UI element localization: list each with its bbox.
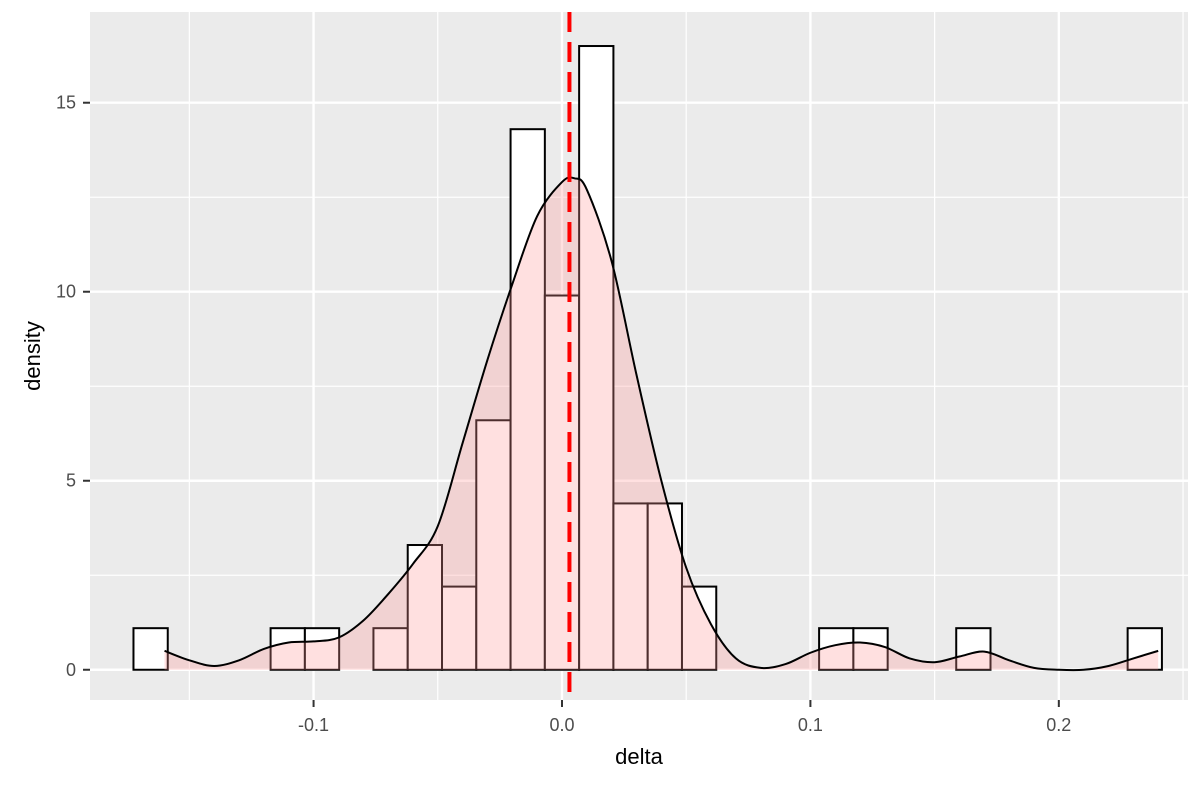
x-tick-label: 0.1 <box>798 715 823 735</box>
y-tick-label: 15 <box>56 93 76 113</box>
histogram-bar <box>578 45 615 671</box>
histogram-bar <box>475 419 512 671</box>
density-area <box>164 177 1159 671</box>
histogram-bar <box>303 627 341 671</box>
histogram-bars <box>132 45 1163 671</box>
histogram-bar <box>1126 627 1163 671</box>
y-tick-label: 10 <box>56 282 76 302</box>
histogram-bar <box>955 627 992 671</box>
histogram-bar <box>269 627 306 671</box>
histogram-bar <box>406 544 444 671</box>
histogram-bar <box>612 502 649 671</box>
x-tick-label: -0.1 <box>298 715 329 735</box>
histogram-bar <box>543 294 581 671</box>
y-axis-title: density <box>20 321 45 391</box>
y-axis-ticks: 0 5 10 15 <box>56 93 90 680</box>
histogram-bar <box>509 128 546 671</box>
histogram-bar <box>132 627 169 671</box>
histogram-bar <box>818 627 855 671</box>
y-tick-label: 0 <box>66 660 76 680</box>
density-curve-layer <box>164 176 1159 672</box>
histogram-bar <box>441 585 478 671</box>
density-line <box>164 176 1159 672</box>
x-tick-label: 0.0 <box>549 715 574 735</box>
x-tick-label: 0.2 <box>1046 715 1071 735</box>
y-tick-label: 5 <box>66 471 76 491</box>
x-axis-ticks: -0.1 0.0 0.1 0.2 <box>298 700 1071 735</box>
x-axis-title: delta <box>615 744 663 769</box>
histogram-bar <box>852 627 889 671</box>
